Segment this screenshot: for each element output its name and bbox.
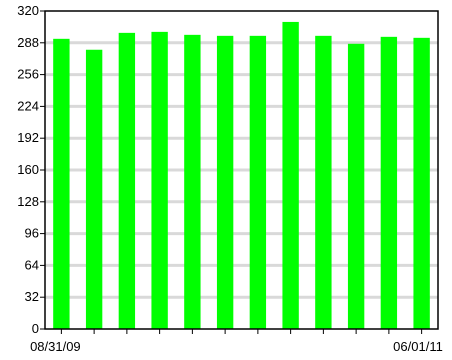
y-tick-label: 64 (25, 257, 39, 272)
bar (315, 35, 332, 329)
y-tick-label: 160 (17, 162, 39, 177)
bar (53, 38, 70, 329)
y-axis-ticks: 0 32 64 96 128 160 192 224 256 288 320 (17, 3, 45, 336)
y-tick-label: 96 (25, 226, 39, 241)
bar (216, 35, 234, 329)
y-tick-label: 256 (17, 67, 39, 82)
y-tick-label: 288 (17, 35, 39, 50)
grid-lines (45, 41, 438, 299)
x-tick-label-last: 06/01/11 (393, 339, 443, 354)
x-axis-ticks (60, 329, 423, 334)
bar (85, 49, 103, 329)
bar (413, 37, 430, 330)
y-tick-label: 0 (32, 321, 39, 336)
y-tick-label: 128 (17, 194, 39, 209)
x-tick-label-first: 08/31/09 (30, 339, 81, 354)
bar (151, 31, 168, 330)
y-tick-label: 320 (17, 3, 39, 18)
y-tick-label: 224 (17, 98, 39, 113)
bars (53, 21, 430, 330)
y-tick-label: 192 (17, 130, 39, 145)
bar (380, 36, 398, 330)
y-tick-label: 32 (25, 289, 39, 304)
bar (347, 43, 365, 329)
bar (249, 35, 267, 329)
bar (282, 21, 299, 330)
bar (118, 32, 136, 330)
bar (184, 34, 201, 329)
